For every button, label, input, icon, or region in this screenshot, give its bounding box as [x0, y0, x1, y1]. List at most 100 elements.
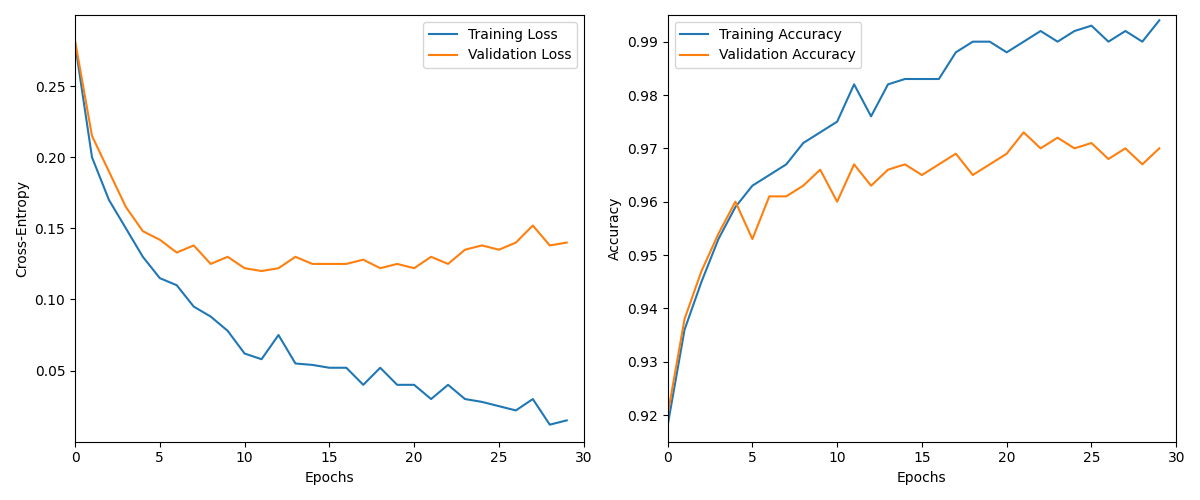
Validation Loss	[204, 261, 218, 267]
Training Loss	[542, 422, 557, 428]
Validation Accuracy	[898, 162, 912, 168]
Legend: Training Loss, Validation Loss: Training Loss, Validation Loss	[424, 22, 577, 68]
Training Accuracy	[847, 82, 862, 87]
X-axis label: Epochs: Epochs	[305, 471, 354, 485]
Validation Loss	[271, 265, 286, 271]
Validation Loss	[221, 254, 235, 260]
Y-axis label: Accuracy: Accuracy	[607, 196, 622, 260]
Training Loss	[254, 356, 269, 362]
Training Accuracy	[830, 118, 845, 124]
Validation Accuracy	[1102, 156, 1116, 162]
Training Accuracy	[1085, 22, 1099, 28]
Validation Accuracy	[745, 236, 760, 242]
Training Accuracy	[914, 76, 929, 82]
Training Accuracy	[796, 140, 810, 146]
Training Loss	[526, 396, 540, 402]
Validation Accuracy	[762, 194, 776, 200]
Training Accuracy	[1000, 50, 1014, 56]
Validation Loss	[305, 261, 319, 267]
Training Loss	[186, 304, 200, 310]
Training Accuracy	[712, 236, 726, 242]
Validation Accuracy	[931, 162, 946, 168]
Validation Loss	[340, 261, 354, 267]
Validation Loss	[85, 133, 100, 139]
Training Accuracy	[898, 76, 912, 82]
Validation Loss	[186, 242, 200, 248]
Training Loss	[85, 154, 100, 160]
Validation Loss	[458, 246, 473, 252]
Training Accuracy	[1050, 38, 1064, 44]
Training Accuracy	[1135, 38, 1150, 44]
Validation Loss	[526, 222, 540, 228]
Validation Loss	[322, 261, 336, 267]
Training Accuracy	[1118, 28, 1133, 34]
Validation Accuracy	[712, 230, 726, 236]
Training Accuracy	[745, 182, 760, 188]
Validation Loss	[390, 261, 404, 267]
Validation Accuracy	[966, 172, 980, 178]
Training Loss	[407, 382, 421, 388]
Training Loss	[204, 314, 218, 320]
Training Loss	[152, 275, 167, 281]
Validation Accuracy	[983, 162, 997, 168]
Validation Loss	[254, 268, 269, 274]
X-axis label: Epochs: Epochs	[898, 471, 947, 485]
Training Accuracy	[728, 204, 743, 210]
Training Accuracy	[1016, 38, 1031, 44]
Training Accuracy	[762, 172, 776, 178]
Training Loss	[373, 365, 388, 371]
Training Loss	[492, 403, 506, 409]
Validation Loss	[542, 242, 557, 248]
Training Accuracy	[1067, 28, 1081, 34]
Y-axis label: Cross-Entropy: Cross-Entropy	[14, 180, 29, 277]
Training Loss	[221, 328, 235, 334]
Training Accuracy	[864, 114, 878, 119]
Validation Loss	[119, 204, 133, 210]
Validation Accuracy	[812, 166, 827, 172]
Training Loss	[68, 40, 83, 46]
Training Loss	[440, 382, 455, 388]
Training Loss	[559, 418, 574, 424]
Line: Validation Loss: Validation Loss	[76, 40, 566, 271]
Validation Loss	[169, 250, 184, 256]
Training Accuracy	[949, 50, 964, 56]
Training Accuracy	[677, 326, 691, 332]
Validation Accuracy	[830, 198, 845, 204]
Line: Training Loss: Training Loss	[76, 44, 566, 424]
Training Loss	[169, 282, 184, 288]
Training Accuracy	[931, 76, 946, 82]
Validation Loss	[288, 254, 302, 260]
Validation Accuracy	[949, 150, 964, 156]
Training Accuracy	[881, 82, 895, 87]
Validation Loss	[238, 265, 252, 271]
Training Loss	[424, 396, 438, 402]
Validation Loss	[492, 246, 506, 252]
Validation Accuracy	[660, 412, 674, 418]
Training Accuracy	[1033, 28, 1048, 34]
Training Loss	[356, 382, 371, 388]
Training Loss	[475, 399, 490, 405]
Validation Accuracy	[695, 268, 709, 274]
Validation Accuracy	[1085, 140, 1099, 146]
Validation Accuracy	[1016, 130, 1031, 136]
Legend: Training Accuracy, Validation Accuracy: Training Accuracy, Validation Accuracy	[674, 22, 862, 68]
Validation Loss	[373, 265, 388, 271]
Training Loss	[340, 365, 354, 371]
Line: Training Accuracy: Training Accuracy	[667, 20, 1159, 425]
Training Loss	[288, 360, 302, 366]
Validation Loss	[424, 254, 438, 260]
Validation Loss	[356, 256, 371, 262]
Validation Accuracy	[677, 316, 691, 322]
Validation Loss	[102, 168, 116, 174]
Training Accuracy	[660, 422, 674, 428]
Line: Validation Accuracy: Validation Accuracy	[667, 132, 1159, 415]
Validation Accuracy	[1152, 146, 1166, 152]
Training Loss	[102, 197, 116, 203]
Training Loss	[271, 332, 286, 338]
Validation Loss	[440, 261, 455, 267]
Validation Loss	[509, 240, 523, 246]
Validation Loss	[407, 265, 421, 271]
Training Loss	[136, 254, 150, 260]
Training Loss	[305, 362, 319, 368]
Validation Accuracy	[881, 166, 895, 172]
